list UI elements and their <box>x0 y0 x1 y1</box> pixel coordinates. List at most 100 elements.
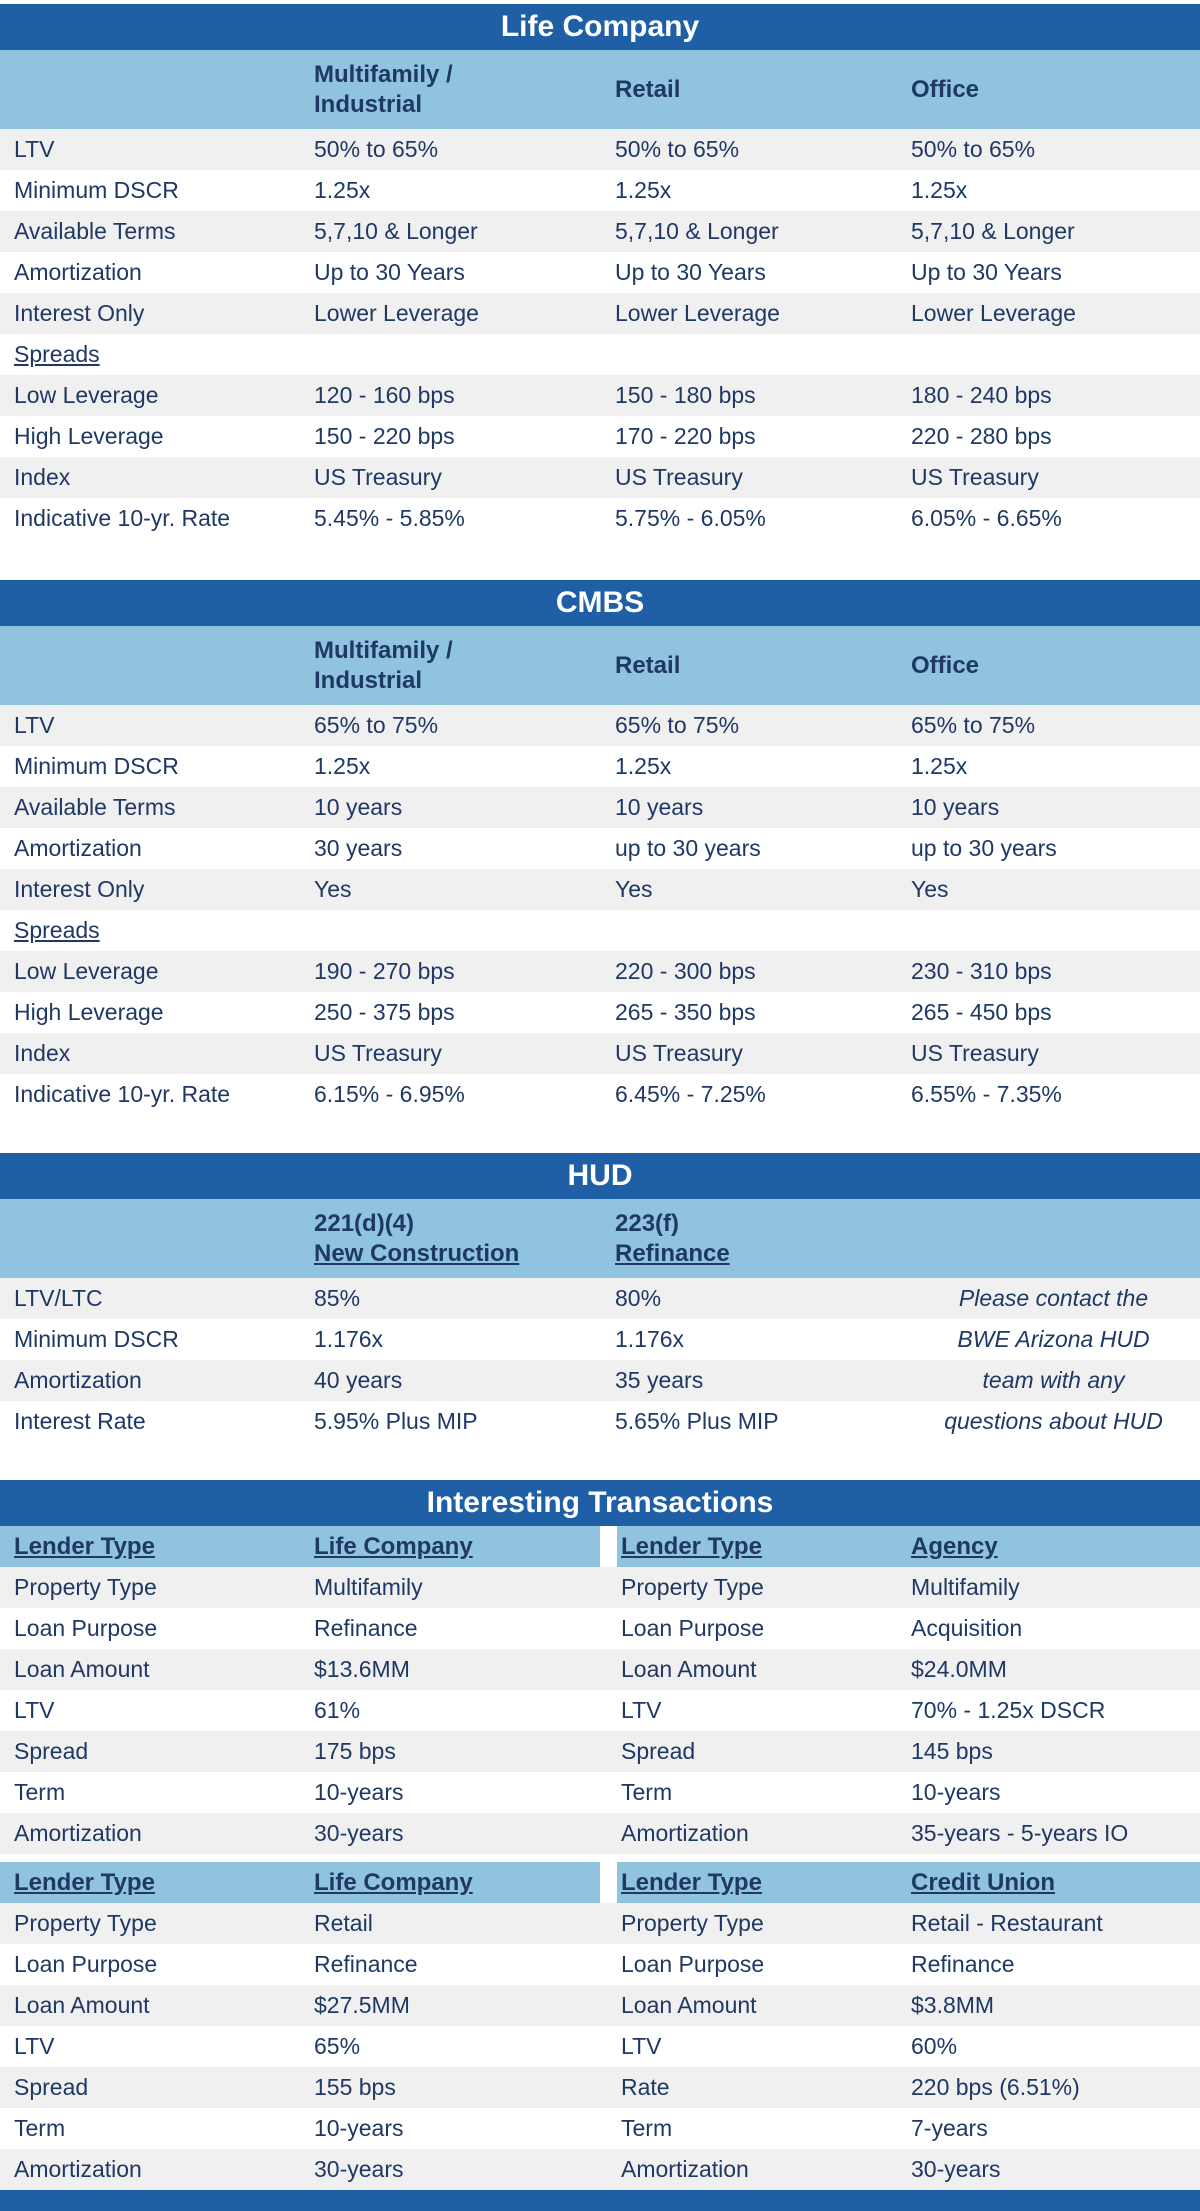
empty-header-cell <box>907 1199 1200 1278</box>
column-header-retail: Retail <box>615 651 681 679</box>
column-gap <box>600 1690 617 1731</box>
partial-next-section-bar <box>0 2190 1200 2211</box>
table-row: Low Leverage 190 - 270 bps 220 - 300 bps 23… <box>0 951 1200 992</box>
cell-value <box>310 910 611 951</box>
cell-value: 5,7,10 & Longer <box>615 218 779 244</box>
row-label: Property Type <box>14 1910 157 1936</box>
table-row: Loan Amount $27.5MM Loan Amount $3.8MM <box>0 1985 1200 2026</box>
cell-value: 85% <box>314 1285 361 1311</box>
cell-value: Acquisition <box>911 1615 1023 1641</box>
lender-type-value: Life Company <box>310 1862 600 1903</box>
table-row: Indicative 10-yr. Rate 5.45% - 5.85% 5.75%… <box>0 498 1200 539</box>
table-row: LTV 65% LTV 60% <box>0 2026 1200 2067</box>
cell-value: 30-years <box>911 2156 1001 2182</box>
row-label: Available Terms <box>14 218 176 244</box>
cell-value: 150 - 180 bps <box>615 382 756 408</box>
row-label: Spreads <box>14 917 100 943</box>
cell-value: 10 years <box>314 794 403 820</box>
table-row: Loan Amount $13.6MM Loan Amount $24.0MM <box>0 1649 1200 1690</box>
cell-value: 5.45% - 5.85% <box>314 505 465 531</box>
transactions-block1-header: Lender Type Life Company Lender Type Age… <box>0 1526 1200 1567</box>
cell-value: 30-years <box>314 1820 404 1846</box>
table-row: LTV/LTC 85% 80% Please contact the <box>0 1278 1200 1319</box>
table-row: Indicative 10-yr. Rate 6.15% - 6.95% 6.45%… <box>0 1074 1200 1115</box>
row-label: Amortization <box>14 1367 142 1393</box>
transactions-block1-rows: Property Type Multifamily Property Type Mul… <box>0 1567 1200 1854</box>
row-label: Loan Amount <box>14 1992 150 2018</box>
cell-value: 180 - 240 bps <box>911 382 1052 408</box>
empty-header-cell <box>0 1199 310 1278</box>
empty-header-cell <box>0 50 310 129</box>
cell-value: Multifamily <box>314 1574 423 1600</box>
cell-value: Yes <box>615 876 653 902</box>
cell-value: 10 years <box>911 794 1000 820</box>
cell-value: Lower Leverage <box>615 300 780 326</box>
cell-value: up to 30 years <box>615 835 761 861</box>
program-code: 223(f) <box>615 1209 680 1237</box>
cell-value: 50% to 65% <box>615 136 740 162</box>
row-label: Loan Amount <box>14 1656 150 1682</box>
cell-value: 220 bps (6.51%) <box>911 2074 1080 2100</box>
cell-value: 175 bps <box>314 1738 396 1764</box>
cell-value: 1.25x <box>911 177 968 203</box>
cell-value: Multifamily <box>911 1574 1020 1600</box>
row-label: Amortization <box>14 259 142 285</box>
cell-value: US Treasury <box>911 1040 1039 1066</box>
section-gap <box>0 1442 1200 1480</box>
cell-value: 61% <box>314 1697 361 1723</box>
table-row: Index US Treasury US Treasury US Treasury <box>0 457 1200 498</box>
row-label: High Leverage <box>14 423 164 449</box>
table-row: Property Type Multifamily Property Type Mul… <box>0 1567 1200 1608</box>
cell-value: 65% to 75% <box>911 712 1036 738</box>
table-row: Interest Only Yes Yes Yes <box>0 869 1200 910</box>
cell-value: Loan Purpose <box>621 1951 765 1977</box>
row-label: Available Terms <box>14 794 176 820</box>
cell-value: 1.25x <box>314 753 371 779</box>
cell-value: up to 30 years <box>911 835 1057 861</box>
cell-value: Up to 30 Years <box>911 259 1062 285</box>
cell-value: 190 - 270 bps <box>314 958 455 984</box>
cell-value: 6.45% - 7.25% <box>615 1081 766 1107</box>
cell-value: 10 years <box>615 794 704 820</box>
table-row: Minimum DSCR 1.25x 1.25x 1.25x <box>0 746 1200 787</box>
program-name: Refinance <box>615 1239 730 1267</box>
table-row: Amortization 40 years 35 years team with an… <box>0 1360 1200 1401</box>
row-label: Loan Purpose <box>14 1615 158 1641</box>
table-row: LTV 65% to 75% 65% to 75% 65% to 75% <box>0 705 1200 746</box>
cell-value: Up to 30 Years <box>615 259 766 285</box>
table-row: High Leverage 250 - 375 bps 265 - 350 bps 2… <box>0 992 1200 1033</box>
row-label: Low Leverage <box>14 958 159 984</box>
transactions-section: Interesting Transactions Lender Type Lif… <box>0 1480 1200 2190</box>
cell-value: 35-years - 5-years IO <box>911 1820 1129 1846</box>
table-row: LTV 50% to 65% 50% to 65% 50% to 65% <box>0 129 1200 170</box>
column-header-multifamily-industrial: Multifamily / Industrial <box>314 60 453 118</box>
cell-value: 5.75% - 6.05% <box>615 505 766 531</box>
cell-value: 150 - 220 bps <box>314 423 455 449</box>
row-label: Minimum DSCR <box>14 753 179 779</box>
cell-value: Amortization <box>621 2156 749 2182</box>
cell-value: Term <box>621 2115 673 2141</box>
life-company-rows: LTV 50% to 65% 50% to 65% 50% to 65% Minimum… <box>0 129 1200 539</box>
column-header-retail: Retail <box>615 75 681 103</box>
row-label: LTV <box>14 1697 55 1723</box>
column-header-office: Office <box>911 75 980 103</box>
row-label: High Leverage <box>14 999 164 1025</box>
column-gap <box>600 2026 617 2067</box>
table-row: Amortization 30-years Amortization 30-years <box>0 2149 1200 2190</box>
cell-value: Property Type <box>621 1574 764 1600</box>
table-row: Term 10-years Term 7-years <box>0 2108 1200 2149</box>
cell-value: Loan Amount <box>621 1656 757 1682</box>
cell-value <box>611 334 907 375</box>
cell-value: 40 years <box>314 1367 403 1393</box>
cell-value: US Treasury <box>911 464 1039 490</box>
cell-value: 1.25x <box>615 177 672 203</box>
row-label: Minimum DSCR <box>14 1326 179 1352</box>
row-label: Spreads <box>14 341 100 367</box>
cell-value: Loan Purpose <box>621 1615 765 1641</box>
cell-value: 65% <box>314 2033 361 2059</box>
table-row: Amortization 30 years up to 30 years up to … <box>0 828 1200 869</box>
cell-value: 65% to 75% <box>615 712 740 738</box>
cell-value: 155 bps <box>314 2074 396 2100</box>
cell-value: 35 years <box>615 1367 704 1393</box>
column-gap <box>600 1903 617 1944</box>
